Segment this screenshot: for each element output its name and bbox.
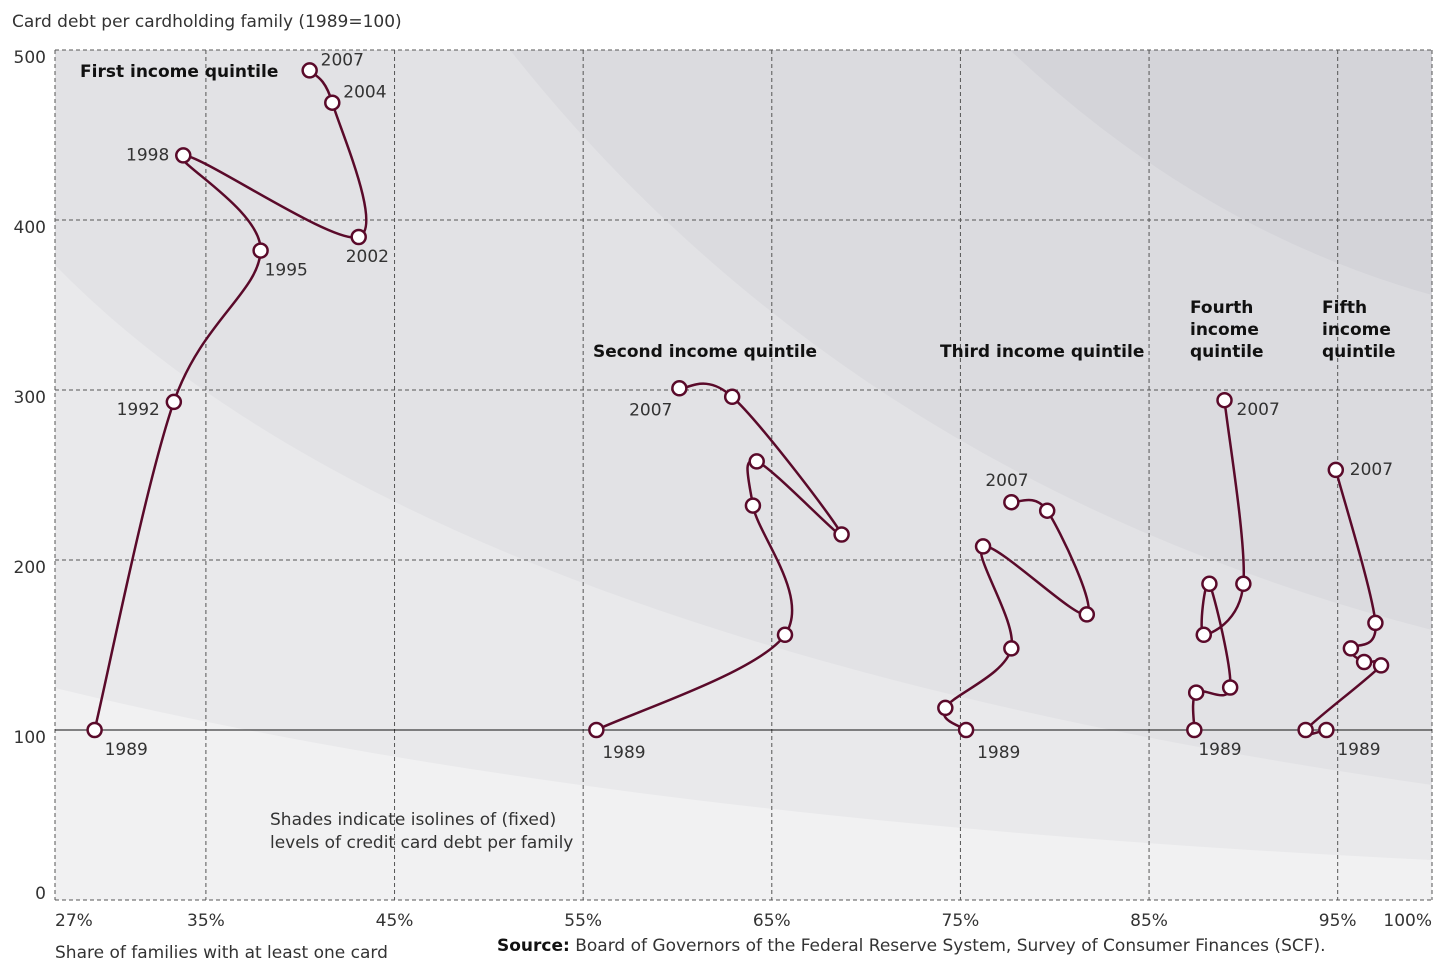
point bbox=[1235, 575, 1252, 593]
point-label: 2007 bbox=[1237, 400, 1280, 420]
x-tick-label: 100% bbox=[1383, 911, 1432, 931]
source: Source: Board of Governors of the Federa… bbox=[497, 936, 1326, 956]
y-tick-label: 400 bbox=[14, 218, 46, 238]
point bbox=[1342, 640, 1360, 657]
x-tick-label: 65% bbox=[753, 911, 791, 931]
point bbox=[588, 721, 605, 739]
point bbox=[252, 242, 269, 259]
point-label: 1995 bbox=[265, 261, 308, 281]
x-tick-label: 55% bbox=[564, 911, 602, 931]
point bbox=[165, 393, 183, 411]
point-label: 2007 bbox=[1350, 460, 1393, 480]
point bbox=[86, 721, 103, 739]
point bbox=[974, 538, 992, 555]
point bbox=[776, 626, 794, 644]
series-name: Fifth income quintile bbox=[1322, 298, 1396, 362]
point bbox=[1038, 502, 1056, 519]
x-tick-label: 45% bbox=[376, 911, 414, 931]
series-name: Third income quintile bbox=[940, 342, 1144, 362]
note: Shades indicate isolines of (fixed) bbox=[270, 810, 556, 830]
shade bbox=[1010, 50, 1432, 295]
point-label: 2002 bbox=[346, 247, 389, 267]
point bbox=[350, 228, 367, 246]
point bbox=[1221, 679, 1239, 696]
point bbox=[1201, 575, 1218, 593]
point-label: 2007 bbox=[985, 471, 1028, 491]
series-name-line: income bbox=[1190, 320, 1259, 340]
y-tick-label: 300 bbox=[14, 388, 46, 408]
x-tick-label: 27% bbox=[55, 911, 93, 931]
point-label: 2007 bbox=[629, 400, 672, 420]
note: levels of credit card debt per family bbox=[270, 833, 573, 853]
y-tick-label: 0 bbox=[35, 884, 46, 904]
series-name-line: Fifth bbox=[1322, 298, 1367, 318]
point bbox=[175, 147, 192, 164]
series-name-line: quintile bbox=[1190, 342, 1264, 362]
point-label: 1989 bbox=[1337, 740, 1380, 760]
point bbox=[833, 526, 850, 543]
y-tick-label: 100 bbox=[14, 728, 46, 748]
y-tick-label: 200 bbox=[14, 558, 46, 578]
point bbox=[957, 721, 975, 739]
point bbox=[671, 380, 688, 397]
series-name-line: Fourth bbox=[1190, 298, 1253, 318]
point-label: 1998 bbox=[126, 145, 169, 165]
point bbox=[324, 94, 341, 111]
isoline-shades bbox=[55, 50, 1432, 900]
point bbox=[1186, 721, 1203, 739]
series-name: Fourth income quintile bbox=[1190, 298, 1264, 362]
point-label: 2004 bbox=[343, 83, 386, 103]
point bbox=[1367, 614, 1384, 632]
point bbox=[1003, 493, 1020, 511]
point bbox=[1195, 626, 1213, 644]
point-label: 1989 bbox=[1198, 740, 1241, 760]
point-label: 1989 bbox=[105, 740, 148, 760]
point bbox=[1372, 657, 1390, 674]
series-name-line: quintile bbox=[1322, 342, 1396, 362]
series-name: Second income quintile bbox=[593, 342, 817, 362]
x-tick-label: 95% bbox=[1319, 911, 1357, 931]
point bbox=[937, 699, 954, 717]
point bbox=[723, 388, 741, 406]
point bbox=[1078, 606, 1096, 623]
point bbox=[301, 62, 318, 79]
point bbox=[1327, 461, 1345, 479]
y-tick-label: 500 bbox=[14, 48, 46, 68]
point bbox=[1355, 653, 1373, 671]
x-tick-label: 35% bbox=[187, 911, 225, 931]
y-axis-title: Card debt per cardholding family (1989=1… bbox=[12, 12, 402, 32]
point bbox=[1318, 721, 1335, 739]
series-name-line: income bbox=[1322, 320, 1391, 340]
point bbox=[1216, 391, 1233, 409]
point bbox=[1003, 640, 1020, 657]
point bbox=[744, 497, 762, 514]
x-tick-label: 75% bbox=[942, 911, 980, 931]
point bbox=[1187, 684, 1205, 701]
x-tick-label: 85% bbox=[1130, 911, 1168, 931]
series-line bbox=[93, 69, 368, 731]
point-label: 1989 bbox=[977, 743, 1020, 763]
point-label: 1989 bbox=[602, 743, 645, 763]
point-label: 2007 bbox=[321, 50, 364, 70]
source-label: Source: bbox=[497, 936, 570, 956]
point bbox=[748, 453, 765, 470]
point-label: 1992 bbox=[117, 400, 160, 420]
source-text: Board of Governors of the Federal Reserv… bbox=[575, 936, 1325, 956]
x-axis-title: Share of families with at least one card bbox=[55, 943, 388, 962]
series-name: First income quintile bbox=[80, 62, 278, 82]
point bbox=[1297, 721, 1314, 739]
